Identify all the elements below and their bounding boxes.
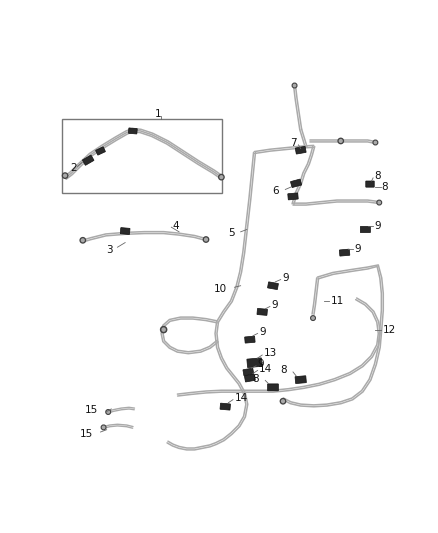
Text: 9: 9	[272, 300, 278, 310]
Circle shape	[378, 201, 380, 204]
Text: 8: 8	[280, 366, 287, 375]
Circle shape	[339, 140, 342, 142]
FancyBboxPatch shape	[295, 147, 306, 154]
Circle shape	[205, 238, 207, 241]
FancyBboxPatch shape	[257, 309, 268, 316]
Circle shape	[162, 328, 165, 331]
FancyBboxPatch shape	[243, 368, 254, 376]
Circle shape	[203, 237, 208, 242]
Text: 4: 4	[173, 221, 180, 231]
FancyBboxPatch shape	[268, 282, 279, 289]
FancyBboxPatch shape	[120, 228, 130, 235]
Circle shape	[62, 173, 68, 179]
Text: 9: 9	[258, 359, 264, 369]
Circle shape	[81, 239, 84, 241]
Text: 7: 7	[290, 138, 297, 148]
Text: 14: 14	[259, 364, 272, 374]
Circle shape	[219, 174, 224, 180]
Text: 5: 5	[228, 228, 234, 238]
Text: 8: 8	[252, 374, 259, 384]
Circle shape	[377, 200, 381, 205]
Circle shape	[106, 410, 110, 414]
Text: 11: 11	[331, 296, 344, 306]
Text: 10: 10	[214, 284, 227, 294]
FancyBboxPatch shape	[95, 147, 106, 155]
Circle shape	[220, 176, 223, 179]
FancyBboxPatch shape	[247, 358, 262, 368]
Text: 3: 3	[106, 245, 113, 255]
FancyBboxPatch shape	[360, 227, 371, 232]
Circle shape	[102, 426, 105, 429]
Circle shape	[293, 84, 296, 87]
FancyBboxPatch shape	[244, 374, 255, 382]
Text: 15: 15	[85, 406, 98, 415]
FancyBboxPatch shape	[295, 376, 306, 384]
Circle shape	[338, 138, 343, 144]
Text: 14: 14	[234, 393, 248, 403]
Text: 9: 9	[355, 244, 361, 254]
FancyBboxPatch shape	[245, 336, 255, 343]
Text: 2: 2	[71, 163, 77, 173]
Circle shape	[107, 411, 110, 413]
Text: 12: 12	[382, 325, 396, 335]
Circle shape	[312, 317, 314, 319]
FancyBboxPatch shape	[220, 403, 230, 410]
FancyBboxPatch shape	[366, 181, 374, 187]
Circle shape	[292, 83, 297, 88]
Bar	[62, 119, 222, 192]
Text: 9: 9	[259, 327, 266, 337]
FancyBboxPatch shape	[288, 193, 298, 200]
Text: 9: 9	[374, 221, 381, 231]
FancyBboxPatch shape	[82, 155, 94, 165]
Circle shape	[282, 400, 284, 402]
Circle shape	[373, 140, 378, 145]
Circle shape	[101, 425, 106, 430]
Circle shape	[280, 399, 286, 404]
Text: 13: 13	[264, 349, 277, 359]
FancyBboxPatch shape	[128, 128, 137, 134]
Text: 6: 6	[272, 186, 279, 196]
Circle shape	[161, 327, 167, 333]
Text: 15: 15	[80, 429, 93, 439]
Text: 8: 8	[374, 172, 381, 181]
Text: 9: 9	[282, 273, 289, 283]
Circle shape	[374, 141, 377, 144]
Text: 8: 8	[381, 182, 388, 192]
Circle shape	[311, 316, 315, 320]
Circle shape	[64, 174, 67, 177]
FancyBboxPatch shape	[339, 249, 350, 256]
Text: 1: 1	[155, 109, 162, 119]
FancyBboxPatch shape	[290, 179, 302, 188]
FancyBboxPatch shape	[268, 384, 279, 391]
Circle shape	[80, 238, 85, 243]
